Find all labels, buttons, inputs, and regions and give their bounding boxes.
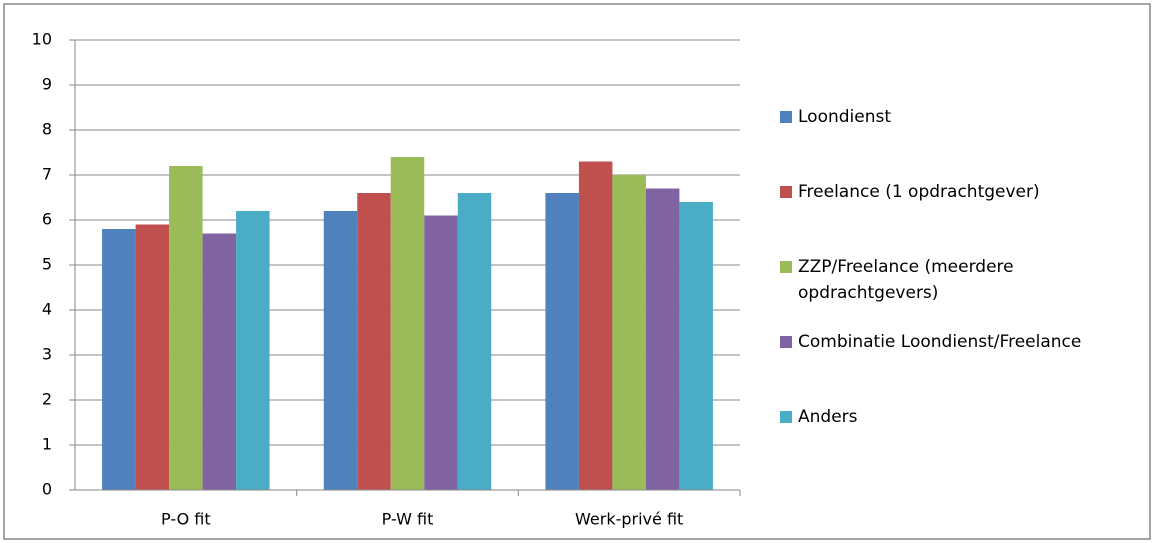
legend-item: Loondienst [780, 104, 1150, 130]
bar [612, 175, 646, 490]
legend-label: Loondienst [798, 107, 892, 127]
x-tick-label: P-O fit [161, 510, 211, 529]
legend-label: ZZP/Freelance (meerdere opdrachtgevers) [798, 257, 1014, 303]
legend-swatch [780, 111, 792, 123]
chart-border [3, 3, 1151, 540]
y-tick-label: 10 [32, 30, 52, 49]
x-tick-label: Werk-privé fit [575, 510, 683, 529]
y-tick-label: 0 [42, 480, 52, 499]
y-tick-label: 9 [42, 75, 52, 94]
bar [390, 157, 425, 490]
legend-item: ZZP/Freelance (meerdere opdrachtgevers) [780, 254, 1150, 306]
bar [169, 166, 203, 490]
y-tick-label: 4 [42, 300, 52, 319]
y-tick-label: 1 [42, 435, 52, 454]
bar [357, 193, 391, 490]
bar [679, 202, 713, 490]
y-tick-label: 7 [42, 165, 52, 184]
legend-item: Freelance (1 opdrachtgever) [780, 179, 1150, 205]
y-tick-label: 6 [42, 210, 52, 229]
legend-label: Freelance (1 opdrachtgever) [798, 182, 1040, 202]
legend-swatch [780, 411, 792, 423]
bar [457, 193, 492, 490]
bar [135, 224, 170, 490]
legend-label: Combinatie Loondienst/Freelance [798, 332, 1082, 352]
y-tick-label: 2 [42, 390, 52, 409]
legend-item: Combinatie Loondienst/Freelance [780, 329, 1150, 355]
bar [202, 233, 237, 490]
legend-swatch [780, 186, 792, 198]
bar [578, 161, 613, 490]
legend-swatch [780, 336, 792, 348]
bar [424, 215, 458, 490]
bar [102, 229, 136, 490]
bar [645, 188, 680, 490]
x-tick-label: P-W fit [382, 510, 434, 529]
y-tick-label: 8 [42, 120, 52, 139]
legend-label: Anders [798, 407, 858, 427]
bar [236, 211, 270, 490]
y-tick-label: 5 [42, 255, 52, 274]
legend-swatch [780, 261, 792, 273]
bar [545, 193, 579, 490]
bar [323, 211, 358, 490]
legend-item: Anders [780, 404, 1150, 430]
y-tick-label: 3 [42, 345, 52, 364]
